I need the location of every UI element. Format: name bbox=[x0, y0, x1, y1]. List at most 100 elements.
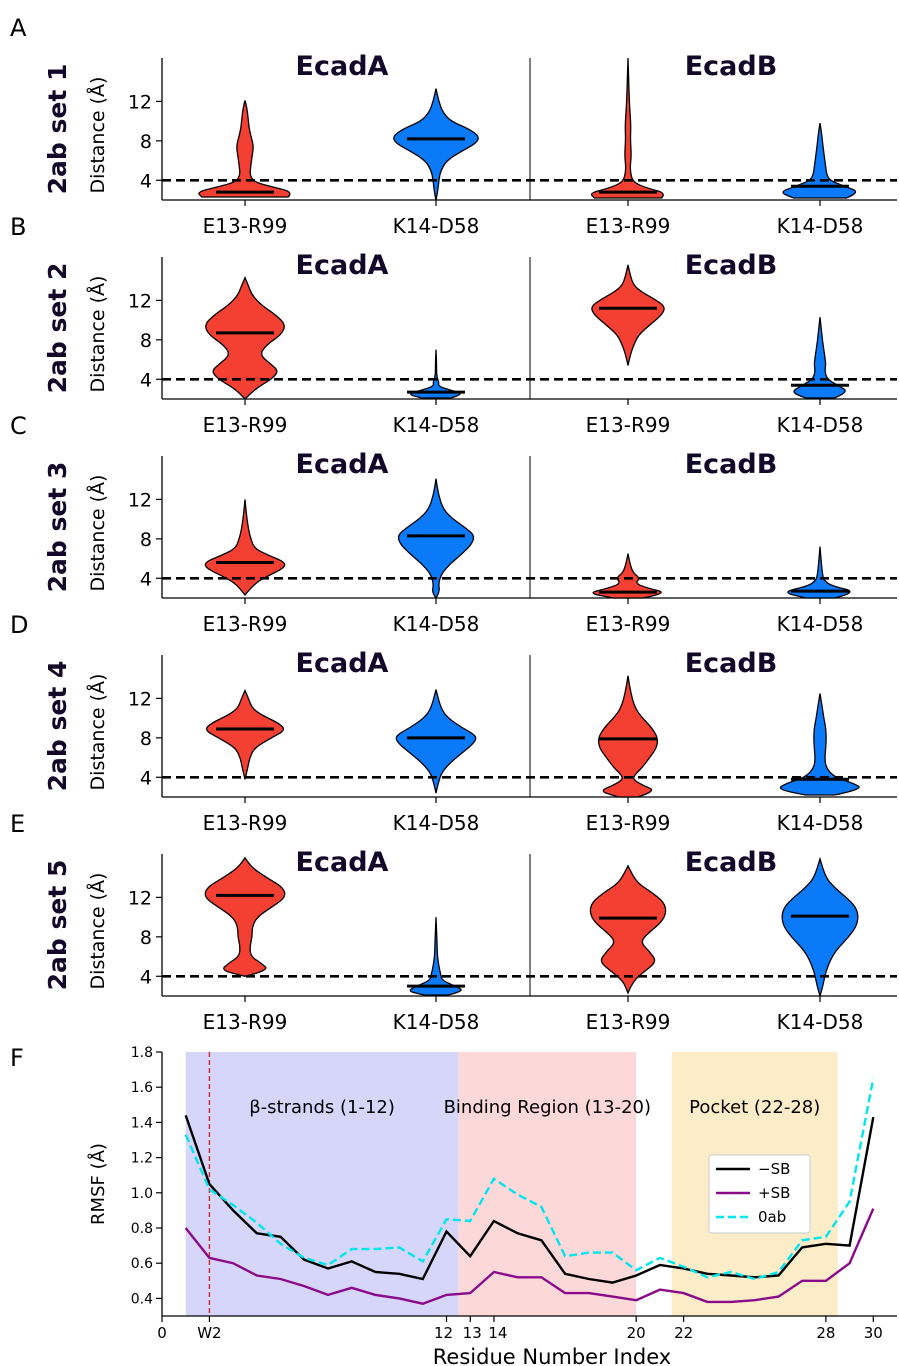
y-tick-label: 1.2 bbox=[131, 1151, 153, 1167]
x-tick-label: E13-R99 bbox=[586, 413, 671, 437]
violin-ecada-e13-r99 bbox=[205, 276, 285, 400]
x-tick-label: 12 bbox=[434, 1324, 453, 1342]
group-title-ecada: EcadA bbox=[296, 51, 389, 82]
x-tick-label: E13-R99 bbox=[586, 1010, 671, 1034]
violin-ecada-k14-d58 bbox=[410, 349, 461, 399]
y-tick-label: 8 bbox=[140, 529, 152, 551]
legend-label: 0ab bbox=[758, 1208, 786, 1226]
y-axis-label: Distance (Å) bbox=[86, 475, 109, 592]
violin-panel-B: B 2ab set 2 Distance (Å) 4 8 12 EcadA EcadB E13-… bbox=[10, 213, 897, 437]
violin-panel-D: D 2ab set 4 Distance (Å) 4 8 12 EcadA EcadB E13-… bbox=[10, 611, 897, 835]
legend-label: +SB bbox=[758, 1184, 790, 1202]
violin-ecadb-k14-d58 bbox=[779, 693, 860, 796]
violin-ecada-k14-d58 bbox=[395, 689, 477, 794]
violin-ecada-e13-r99 bbox=[205, 688, 285, 780]
x-tick-label: E13-R99 bbox=[203, 413, 288, 437]
violin-ecadb-e13-r99 bbox=[590, 57, 664, 199]
x-tick-label: K14-D58 bbox=[777, 612, 864, 636]
x-tick-label: K14-D58 bbox=[393, 413, 480, 437]
violin-ecadb-e13-r99 bbox=[597, 675, 659, 798]
x-tick-label: 20 bbox=[627, 1324, 646, 1342]
y-tick-label: 1.6 bbox=[131, 1080, 153, 1096]
violin-panel-C: C 2ab set 3 Distance (Å) 4 8 12 EcadA EcadB E13-… bbox=[10, 412, 897, 636]
row-label: 2ab set 5 bbox=[43, 860, 72, 991]
region-band bbox=[185, 1052, 459, 1316]
x-tick-label: K14-D58 bbox=[777, 811, 864, 835]
row-label: 2ab set 4 bbox=[43, 661, 72, 792]
y-tick-label: 4 bbox=[140, 170, 152, 192]
panel-letter: A bbox=[10, 14, 27, 42]
y-tick-label: 12 bbox=[128, 290, 152, 312]
x-tick-label: 0 bbox=[157, 1324, 167, 1342]
violin-ecadb-k14-d58 bbox=[787, 546, 851, 599]
x-tick-label: E13-R99 bbox=[203, 214, 288, 238]
group-title-ecadb: EcadB bbox=[685, 847, 778, 878]
y-tick-label: 0.8 bbox=[131, 1221, 153, 1237]
group-title-ecadb: EcadB bbox=[685, 250, 778, 281]
violin-ecadb-e13-r99 bbox=[591, 264, 665, 366]
x-tick-label: W2 bbox=[197, 1324, 221, 1342]
group-title-ecada: EcadA bbox=[296, 449, 389, 480]
y-tick-label: 1.8 bbox=[131, 1045, 153, 1061]
y-tick-label: 8 bbox=[140, 728, 152, 750]
y-tick-label: 12 bbox=[128, 887, 152, 909]
violin-ecadb-e13-r99 bbox=[592, 553, 662, 599]
panel-letter: C bbox=[10, 412, 27, 440]
rmsf-panel: Fβ-strands (1-12) Binding Region (13-20) P… bbox=[10, 1044, 897, 1366]
violin-ecada-k14-d58 bbox=[393, 88, 479, 201]
y-tick-label: 4 bbox=[140, 966, 152, 988]
region-label: Pocket (22-28) bbox=[689, 1097, 820, 1118]
y-tick-label: 8 bbox=[140, 131, 152, 153]
series-line-plus-sb bbox=[184, 1208, 875, 1305]
legend: −SB +SB 0ab bbox=[708, 1154, 811, 1234]
violin-ecada-k14-d58 bbox=[409, 917, 462, 996]
panel-letter: B bbox=[10, 213, 26, 241]
x-tick-label: E13-R99 bbox=[203, 811, 288, 835]
y-tick-label: 0.4 bbox=[131, 1291, 153, 1307]
row-label: 2ab set 1 bbox=[43, 64, 72, 195]
group-title-ecadb: EcadB bbox=[685, 449, 778, 480]
y-tick-label: 4 bbox=[140, 568, 152, 590]
violin-ecada-e13-r99 bbox=[198, 100, 291, 198]
y-tick-label: 1.4 bbox=[131, 1115, 153, 1131]
y-axis-label: Distance (Å) bbox=[86, 276, 109, 393]
x-tick-label: K14-D58 bbox=[393, 1010, 480, 1034]
group-title-ecadb: EcadB bbox=[685, 648, 778, 679]
y-tick-label: 12 bbox=[128, 91, 152, 113]
x-tick-label: E13-R99 bbox=[586, 214, 671, 238]
region-label: Binding Region (13-20) bbox=[444, 1097, 651, 1118]
region-label: β-strands (1-12) bbox=[249, 1097, 395, 1118]
violin-ecada-k14-d58 bbox=[397, 478, 475, 600]
violin-ecadb-k14-d58 bbox=[793, 317, 846, 399]
violin-panel-A: A 2ab set 1 Distance (Å) 4 8 12 EcadA EcadB E13-… bbox=[10, 14, 897, 238]
group-title-ecadb: EcadB bbox=[685, 51, 778, 82]
legend-label: −SB bbox=[758, 1160, 790, 1178]
y-tick-label: 4 bbox=[140, 767, 152, 789]
violin-panel-E: E 2ab set 5 Distance (Å) 4 8 12 EcadA EcadB E13-… bbox=[10, 810, 897, 1034]
x-tick-label: K14-D58 bbox=[393, 811, 480, 835]
x-axis-label: Residue Number Index bbox=[433, 1345, 671, 1366]
legend-box bbox=[708, 1154, 811, 1234]
group-title-ecada: EcadA bbox=[296, 847, 389, 878]
x-tick-label: 30 bbox=[864, 1324, 883, 1342]
group-title-ecada: EcadA bbox=[296, 648, 389, 679]
panel-letter: D bbox=[10, 611, 28, 639]
y-axis-label: Distance (Å) bbox=[86, 77, 109, 194]
y-axis-label: Distance (Å) bbox=[86, 674, 109, 791]
x-tick-label: E13-R99 bbox=[586, 612, 671, 636]
violin-ecadb-k14-d58 bbox=[782, 122, 857, 199]
x-tick-label: E13-R99 bbox=[586, 811, 671, 835]
series-line-0ab bbox=[184, 1078, 875, 1281]
y-tick-label: 12 bbox=[128, 489, 152, 511]
y-tick-label: 8 bbox=[140, 927, 152, 949]
y-axis-label: Distance (Å) bbox=[86, 873, 109, 990]
violin-ecadb-e13-r99 bbox=[589, 864, 667, 995]
x-tick-label: K14-D58 bbox=[777, 1010, 864, 1034]
violin-ecadb-k14-d58 bbox=[781, 856, 859, 999]
y-tick-label: 8 bbox=[140, 330, 152, 352]
violin-ecada-e13-r99 bbox=[204, 856, 286, 977]
row-label: 2ab set 3 bbox=[43, 462, 72, 593]
row-label: 2ab set 2 bbox=[43, 263, 72, 394]
x-tick-label: K14-D58 bbox=[777, 413, 864, 437]
